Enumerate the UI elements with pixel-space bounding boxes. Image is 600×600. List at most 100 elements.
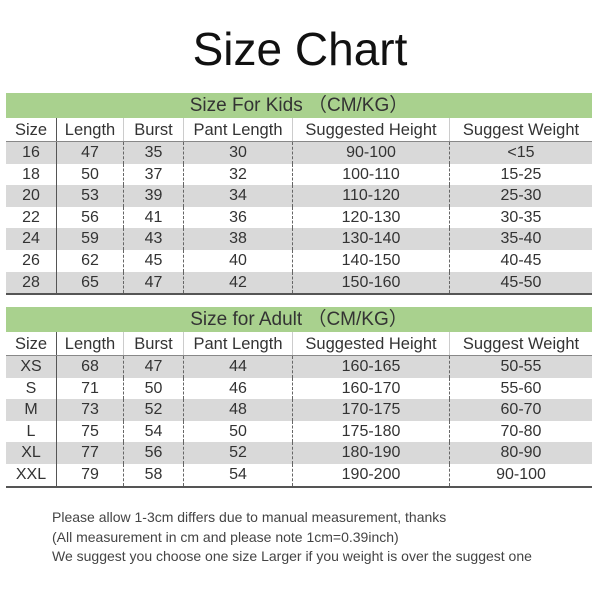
table-cell: 60-70 [449, 399, 592, 421]
table-row: 16 47 35 30 90-100 <15 [6, 142, 592, 164]
table-cell: 175-180 [292, 420, 449, 443]
table-cell: 39 [123, 185, 183, 207]
column-header: Suggest Weight [449, 332, 592, 355]
kids-table-heading: Size For Kids （CM/KG） [6, 93, 592, 118]
table-header-row: Size Length Burst Pant Length Suggested Heig… [6, 118, 592, 142]
table-cell: 52 [123, 399, 183, 421]
table-row: 28 65 47 42 150-160 45-50 [6, 271, 592, 294]
table-cell: 68 [56, 356, 123, 378]
table-cell: 55-60 [449, 377, 592, 400]
table-cell: 62 [56, 249, 123, 272]
table-cell: 30-35 [449, 206, 592, 229]
table-cell: 59 [56, 228, 123, 250]
column-header: Length [56, 332, 123, 355]
table-cell: XL [21, 444, 41, 462]
column-header: Burst [123, 332, 183, 355]
table-cell: 26 [22, 251, 40, 269]
table-cell: 50 [183, 420, 292, 443]
table-cell: 54 [123, 420, 183, 443]
table-cell: 40-45 [449, 249, 592, 272]
table-cell: 20 [22, 187, 40, 205]
table-cell: 90-100 [292, 142, 449, 164]
adult-table-heading: Size for Adult （CM/KG） [6, 307, 592, 332]
table-header-row: Size Length Burst Pant Length Suggested Heig… [6, 332, 592, 356]
table-cell: 38 [183, 228, 292, 250]
table-cell: 71 [56, 377, 123, 400]
table-cell: XXL [15, 465, 47, 483]
table-row: 24 59 43 38 130-140 35-40 [6, 228, 592, 250]
table-row: 22 56 41 36 120-130 30-35 [6, 206, 592, 229]
table-cell: 160-170 [292, 377, 449, 400]
table-cell: 170-175 [292, 399, 449, 421]
table-cell: <15 [449, 142, 592, 164]
table-cell: 77 [56, 442, 123, 464]
table-cell: 56 [123, 442, 183, 464]
table-row: S 71 50 46 160-170 55-60 [6, 377, 592, 400]
table-cell: 79 [56, 463, 123, 486]
table-cell: 120-130 [292, 206, 449, 229]
column-header: Suggested Height [292, 332, 449, 355]
table-cell: 50 [56, 163, 123, 186]
table-cell: 56 [56, 206, 123, 229]
table-row: 20 53 39 34 110-120 25-30 [6, 185, 592, 207]
table-cell: 73 [56, 399, 123, 421]
table-cell: 65 [56, 271, 123, 294]
table-cell: 80-90 [449, 442, 592, 464]
table-cell: 24 [22, 230, 40, 248]
note-line: (All measurement in cm and please note 1… [52, 528, 399, 545]
table-cell: 50-55 [449, 356, 592, 378]
column-header: Size [14, 335, 48, 353]
table-cell: 52 [183, 442, 292, 464]
column-header: Size [14, 121, 48, 139]
table-cell: 75 [56, 420, 123, 443]
table-cell: 70-80 [449, 420, 592, 443]
table-cell: 46 [183, 377, 292, 400]
table-cell: 50 [123, 377, 183, 400]
column-header: Pant Length [183, 332, 292, 355]
table-cell: 110-120 [292, 185, 449, 207]
table-cell: 35 [123, 142, 183, 164]
table-cell: 32 [183, 163, 292, 186]
table-cell: 37 [123, 163, 183, 186]
table-cell: 42 [183, 271, 292, 294]
table-row: L 75 54 50 175-180 70-80 [6, 420, 592, 443]
table-row: 26 62 45 40 140-150 40-45 [6, 249, 592, 272]
table-row: XXL 79 58 54 190-200 90-100 [6, 463, 592, 486]
column-header: Suggested Height [292, 118, 449, 141]
column-header: Pant Length [183, 118, 292, 141]
table-cell: 35-40 [449, 228, 592, 250]
table-cell: 54 [183, 463, 292, 486]
table-row: XS 68 47 44 160-165 50-55 [6, 356, 592, 378]
table-cell: 45 [123, 249, 183, 272]
table-cell: L [26, 422, 36, 440]
table-cell: 41 [123, 206, 183, 229]
table-row: 18 50 37 32 100-110 15-25 [6, 163, 592, 186]
table-cell: 36 [183, 206, 292, 229]
table-cell: 22 [22, 208, 40, 226]
note-line: Please allow 1-3cm differs due to manual… [52, 509, 447, 525]
note-line: We suggest you choose one size Larger if… [52, 548, 532, 564]
table-cell: 58 [123, 463, 183, 486]
table-cell: 44 [183, 356, 292, 378]
table-cell: 40 [183, 249, 292, 272]
table-cell: 47 [123, 271, 183, 294]
table-cell: 48 [183, 399, 292, 421]
table-cell: 53 [56, 185, 123, 207]
table-cell: 15-25 [449, 163, 592, 186]
table-row: XL 77 56 52 180-190 80-90 [6, 442, 592, 464]
table-cell: S [25, 379, 37, 397]
table-cell: 150-160 [292, 271, 449, 294]
table-cell: 28 [22, 273, 40, 291]
table-cell: 130-140 [292, 228, 449, 250]
table-cell: 190-200 [292, 463, 449, 486]
table-cell: 47 [56, 142, 123, 164]
table-cell: 47 [123, 356, 183, 378]
kids-size-table: Size For Kids （CM/KG） Size Length Burst Pan… [6, 93, 592, 296]
table-cell: 43 [123, 228, 183, 250]
table-cell: 16 [22, 144, 40, 161]
table-cell: 140-150 [292, 249, 449, 272]
column-header: Length [56, 118, 123, 141]
table-cell: 45-50 [449, 271, 592, 294]
size-notes: Please allow 1-3cm differs due to manual… [52, 508, 532, 567]
table-cell: 160-165 [292, 356, 449, 378]
